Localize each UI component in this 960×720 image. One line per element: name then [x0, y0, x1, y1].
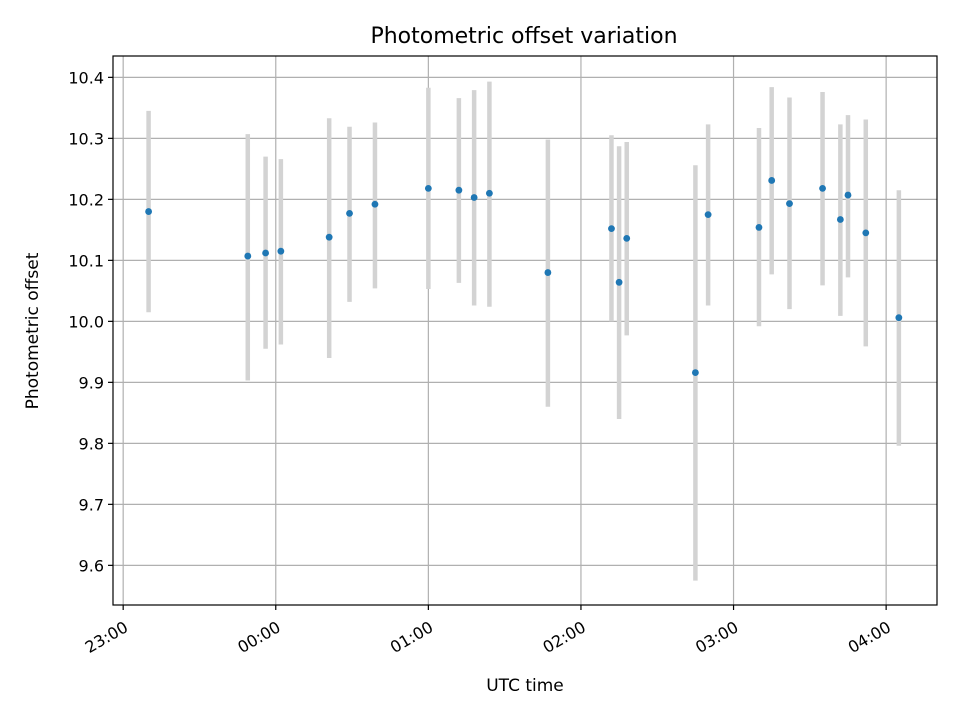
data-point [704, 211, 712, 219]
data-point [844, 191, 852, 199]
data-point [768, 177, 776, 184]
data-point [691, 369, 699, 376]
data-point [470, 194, 478, 201]
y-tick-label: 10.0 [68, 312, 104, 331]
x-tick-label: 01:00 [387, 617, 436, 657]
y-tick-label: 10.3 [68, 129, 104, 148]
data-point [325, 233, 333, 241]
data-point [277, 247, 285, 255]
x-tick-label: 03:00 [692, 617, 741, 657]
data-point [371, 200, 379, 208]
y-tick-label: 9.9 [79, 373, 104, 392]
data-point [786, 200, 793, 208]
x-tick-label: 23:00 [82, 617, 131, 657]
error-bars [146, 81, 902, 581]
data-point [623, 234, 631, 242]
data-point [544, 269, 552, 276]
y-tick-label: 9.6 [79, 556, 104, 575]
plot-frame [112, 55, 938, 606]
x-axis-label: UTC time [486, 676, 564, 696]
data-point [755, 224, 763, 231]
y-tick-label: 10.4 [68, 68, 104, 87]
data-point [262, 249, 269, 257]
y-tick-label: 10.2 [68, 190, 104, 209]
y-axis-ticks: 9.6 9.7 9.8 9.9 10.0 10.1 10.2 10.3 10.4 [68, 68, 113, 575]
data-point [615, 278, 623, 286]
data-point [145, 208, 153, 215]
y-tick-label: 10.1 [68, 251, 104, 270]
data-point [862, 229, 870, 237]
data-point [244, 252, 252, 260]
x-axis-ticks: 23:00 00:00 01:00 02:00 03:00 04:00 [82, 605, 894, 657]
data-point [819, 184, 826, 192]
x-tick-label: 04:00 [845, 617, 894, 657]
y-tick-label: 9.7 [79, 495, 104, 514]
grid [113, 56, 937, 605]
y-axis-label: Photometric offset [23, 252, 43, 409]
y-tick-label: 9.8 [79, 434, 104, 453]
data-point [424, 184, 432, 192]
data-point [608, 225, 615, 233]
data-point [485, 189, 493, 197]
data-point [346, 209, 353, 217]
data-point [455, 186, 463, 194]
x-tick-label: 00:00 [234, 617, 283, 657]
data-point [895, 314, 903, 322]
data-point [836, 216, 844, 223]
x-tick-label: 02:00 [540, 617, 589, 657]
data-points [145, 177, 903, 376]
chart-title: Photometric offset variation [370, 24, 677, 49]
